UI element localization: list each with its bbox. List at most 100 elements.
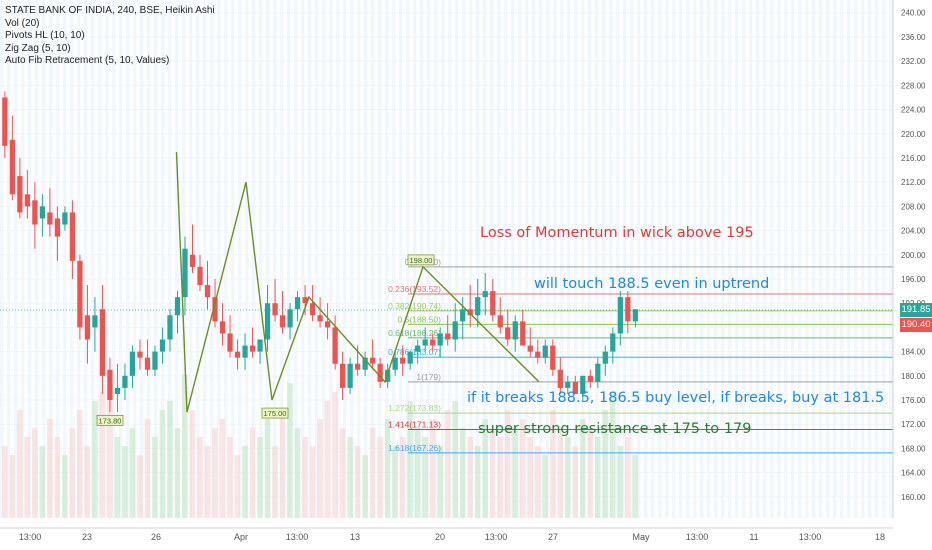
- volume-bar: [407, 401, 413, 518]
- candle-body: [257, 339, 263, 352]
- session-band: [7, 0, 11, 518]
- zigzag-line: [175, 151, 540, 413]
- candle-body: [625, 297, 631, 322]
- session-band: [672, 0, 676, 518]
- volume-bar: [212, 428, 218, 518]
- candle-body: [377, 363, 383, 382]
- volume-bar: [347, 437, 353, 518]
- candle-body: [520, 321, 526, 346]
- candle-body: [392, 357, 398, 370]
- session-band: [833, 0, 837, 518]
- volume-bar: [467, 437, 473, 518]
- y-tick-label: 180.00: [901, 372, 926, 381]
- candle-body: [159, 339, 166, 352]
- volume-bar: [437, 446, 443, 518]
- candle-body: [54, 218, 61, 237]
- legend-title[interactable]: STATE BANK OF INDIA, 240, BSE, Heikin As…: [5, 5, 215, 16]
- candle-body: [572, 381, 578, 394]
- session-band: [875, 0, 879, 518]
- session-band: [609, 0, 613, 518]
- x-tick-label: Apr: [234, 532, 248, 542]
- session-band: [588, 0, 592, 518]
- legend-volume[interactable]: Vol (20): [5, 17, 40, 29]
- session-band: [462, 0, 466, 518]
- y-tick-label: 220.00: [901, 130, 926, 139]
- volume-bar: [617, 446, 624, 518]
- candle-body: [242, 345, 248, 358]
- fib-label: 0.236(193.52): [388, 284, 441, 294]
- session-band: [371, 0, 375, 518]
- volume-bar: [159, 410, 166, 518]
- chart-legend: STATE BANK OF INDIA, 240, BSE, Heikin As…: [5, 5, 215, 68]
- session-band: [399, 0, 403, 518]
- volume-bar: [32, 428, 38, 518]
- volume-bar: [632, 455, 639, 518]
- candle-body: [324, 321, 331, 328]
- pivot-label-box: [407, 254, 435, 266]
- volume-bar: [557, 428, 564, 518]
- candle-body: [557, 369, 563, 388]
- candle-body: [430, 339, 436, 346]
- candle-body: [617, 297, 623, 334]
- session-band: [287, 0, 291, 518]
- session-band: [826, 0, 830, 518]
- session-band: [602, 0, 606, 518]
- session-band: [364, 0, 368, 518]
- session-band: [721, 0, 725, 518]
- pivot-label: 175.00: [264, 409, 287, 418]
- session-band: [518, 0, 522, 518]
- legend-pivots[interactable]: Pivots HL (10, 10): [5, 30, 85, 41]
- y-tick-label: 196.00: [901, 275, 926, 284]
- candle-body: [527, 345, 533, 352]
- session-band: [0, 0, 4, 518]
- candle-body: [144, 357, 151, 370]
- candle-body: [189, 254, 196, 267]
- y-tick-label: 240.00: [901, 9, 926, 18]
- volume-bar: [219, 419, 226, 518]
- candle-body: [632, 309, 638, 322]
- volume-bar: [17, 410, 23, 518]
- session-band: [700, 0, 704, 518]
- session-band: [238, 0, 242, 518]
- candle-body: [550, 345, 556, 370]
- session-band: [35, 0, 39, 518]
- volume-bar: [422, 437, 428, 518]
- session-band: [476, 0, 480, 518]
- candle-body: [219, 321, 226, 334]
- candle-body: [437, 333, 443, 346]
- session-band: [497, 0, 501, 518]
- session-band: [252, 0, 256, 518]
- candle-body: [355, 363, 361, 370]
- session-band: [770, 0, 774, 518]
- candle-body: [294, 297, 301, 310]
- session-band: [259, 0, 263, 518]
- session-band: [539, 0, 543, 518]
- session-band: [665, 0, 669, 518]
- volume-bar: [264, 419, 271, 518]
- legend-zigzag[interactable]: Zig Zag (5, 10): [5, 42, 71, 54]
- candle-body: [122, 375, 128, 388]
- volume-bar: [527, 437, 534, 518]
- candle-body: [84, 315, 91, 340]
- y-tick-label: 204.00: [901, 227, 926, 236]
- y-tick-label: 224.00: [901, 106, 926, 115]
- volume-bar: [279, 410, 286, 518]
- legend-autofib[interactable]: Auto Fib Retracement (5, 10, Values): [5, 55, 170, 66]
- volume-bar: [204, 446, 211, 518]
- session-band: [623, 0, 627, 518]
- session-band: [434, 0, 438, 518]
- session-band: [84, 0, 88, 518]
- volume-bar: [84, 446, 91, 518]
- volume-bar: [182, 374, 188, 518]
- x-tick-label: 26: [151, 532, 161, 542]
- x-tick-label: 13: [350, 532, 360, 542]
- candle-body: [32, 200, 38, 225]
- session-band: [336, 0, 340, 518]
- volume-bar: [324, 401, 331, 518]
- session-band: [630, 0, 634, 518]
- y-tick-label: 236.00: [901, 33, 926, 42]
- session-band: [175, 0, 179, 518]
- volume-bar: [587, 428, 594, 518]
